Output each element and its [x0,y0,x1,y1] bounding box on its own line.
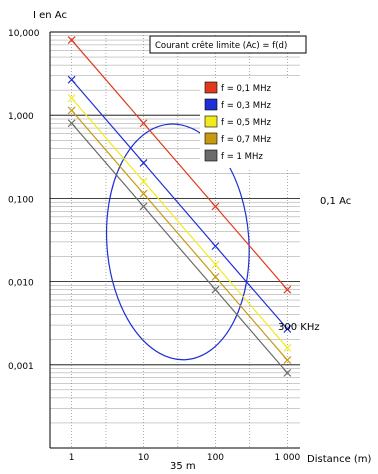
data-point-marker [67,36,76,44]
data-point-marker [211,285,220,294]
legend-label: f = 0,7 MHz [221,135,271,145]
annotation-35-m: 35 m [170,461,196,472]
y-tick-label: 1,000 [8,112,34,122]
data-point-marker [283,285,292,294]
data-point-marker [67,119,76,128]
tick-labels: 10,000 1,000 0,100 0,010 0,001 1 10 100 1 000 [8,29,300,463]
data-point-marker [139,189,148,198]
legend-swatch [204,115,218,128]
legend-label: f = 0,5 MHz [221,118,271,128]
data-point-marker [211,242,220,251]
x-tick-label: 1 000 [274,453,300,463]
data-point-marker [67,94,76,103]
data-point-marker [139,158,148,167]
title-box [149,35,307,54]
y-tick-label: 0,001 [8,362,34,372]
legend-swatch [204,149,218,162]
data-point-marker [283,368,292,377]
chart-title: Courant crête limite (Ac) = f(d) [155,40,287,51]
y-tick-label: 10,000 [8,29,40,39]
x-tick-label: 10 [138,453,150,463]
series-line [71,110,288,361]
data-point-marker [211,260,220,269]
data-point-marker [67,106,76,115]
legend-label: f = 0,1 MHz [221,84,271,94]
legend-swatch [204,132,218,145]
y-axis-label: I en Ac [33,10,67,21]
data-point-marker [139,119,148,128]
highlight-ellipse [105,123,250,361]
data-point-marker [283,324,292,333]
legend-label: f = 0,3 MHz [221,101,271,111]
x-tick-label: 1 [69,453,75,463]
x-axis-label: Distance (m) [307,454,372,465]
legend-label: f = 1 MHz [221,152,263,162]
series-line [71,79,288,330]
legend-swatch [204,98,218,111]
data-point-marker [211,272,220,281]
data-point-marker [139,177,148,186]
legend-swatch [204,81,218,94]
y-tick-label: 0,010 [8,279,34,289]
y-tick-label: 0,100 [8,195,34,205]
data-point-marker [211,202,220,211]
data-point-marker [283,343,292,352]
series-line [71,122,288,374]
annotation-0-1-ac: 0,1 Ac [320,196,351,207]
series-line [71,39,288,291]
data-point-marker [67,75,76,84]
data-point-marker [139,202,148,211]
x-tick-label: 100 [207,453,224,463]
series-line [71,97,288,349]
series-lines [67,36,292,377]
data-point-marker [283,356,292,364]
legend: f = 0,1 MHz f = 0,3 MHz f = 0,5 MHz f = 0,7… [200,78,302,168]
annotation-300-khz: 300 KHz [278,322,320,333]
